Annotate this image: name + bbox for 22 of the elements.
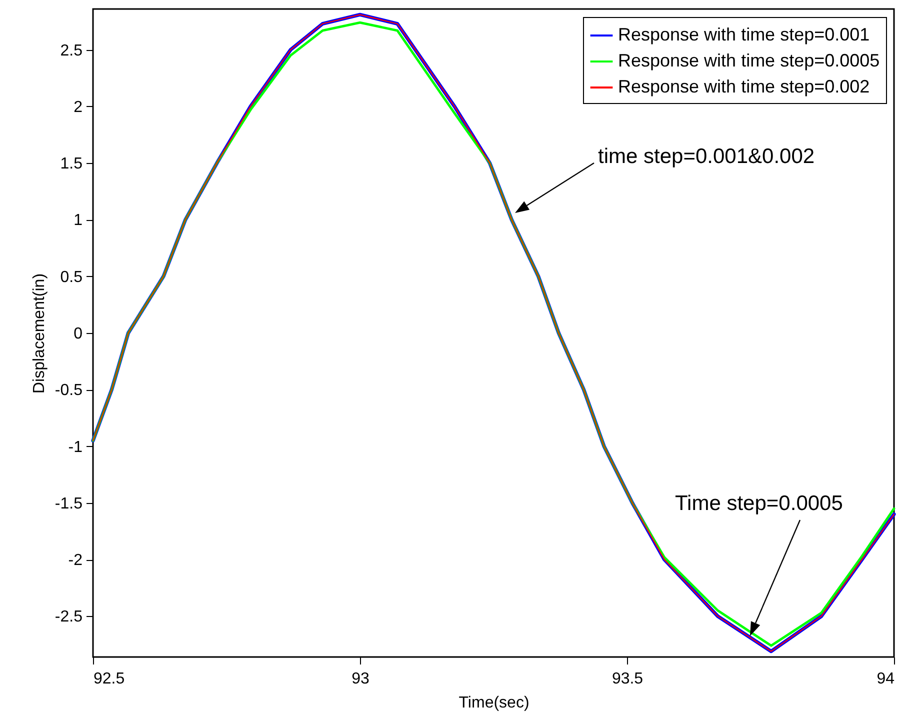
y-tick-label: 1 bbox=[74, 212, 83, 230]
x-tick-label: 92.5 bbox=[94, 670, 125, 688]
x-axis-title: Time(sec) bbox=[458, 694, 530, 712]
legend-label: Response with time step=0.002 bbox=[618, 76, 870, 96]
y-tick-label: -2.5 bbox=[54, 608, 83, 626]
legend-label: Response with time step=0.0005 bbox=[618, 50, 880, 70]
y-tick-label: -2 bbox=[68, 552, 83, 570]
y-tick-label: -1 bbox=[68, 438, 83, 456]
x-tick-label: 93.5 bbox=[612, 670, 644, 688]
legend-label: Response with time step=0.001 bbox=[618, 24, 870, 44]
y-tick-label: -1.5 bbox=[54, 495, 83, 512]
x-tick-label: 93 bbox=[352, 670, 370, 688]
annotation: time step=0.001&0.002 bbox=[598, 145, 815, 168]
y-tick-label: 1.5 bbox=[60, 156, 83, 173]
y-tick-label: 2 bbox=[74, 98, 83, 116]
annotation: Time step=0.0005 bbox=[675, 492, 843, 515]
y-axis-title: Displacement(in) bbox=[30, 273, 48, 394]
y-tick-label: 2.5 bbox=[60, 42, 83, 60]
y-tick-label: 0.5 bbox=[60, 268, 83, 286]
x-tick-label: 94 bbox=[876, 670, 895, 688]
y-tick-label: 0 bbox=[74, 326, 83, 342]
y-tick-label: -0.5 bbox=[54, 382, 83, 400]
